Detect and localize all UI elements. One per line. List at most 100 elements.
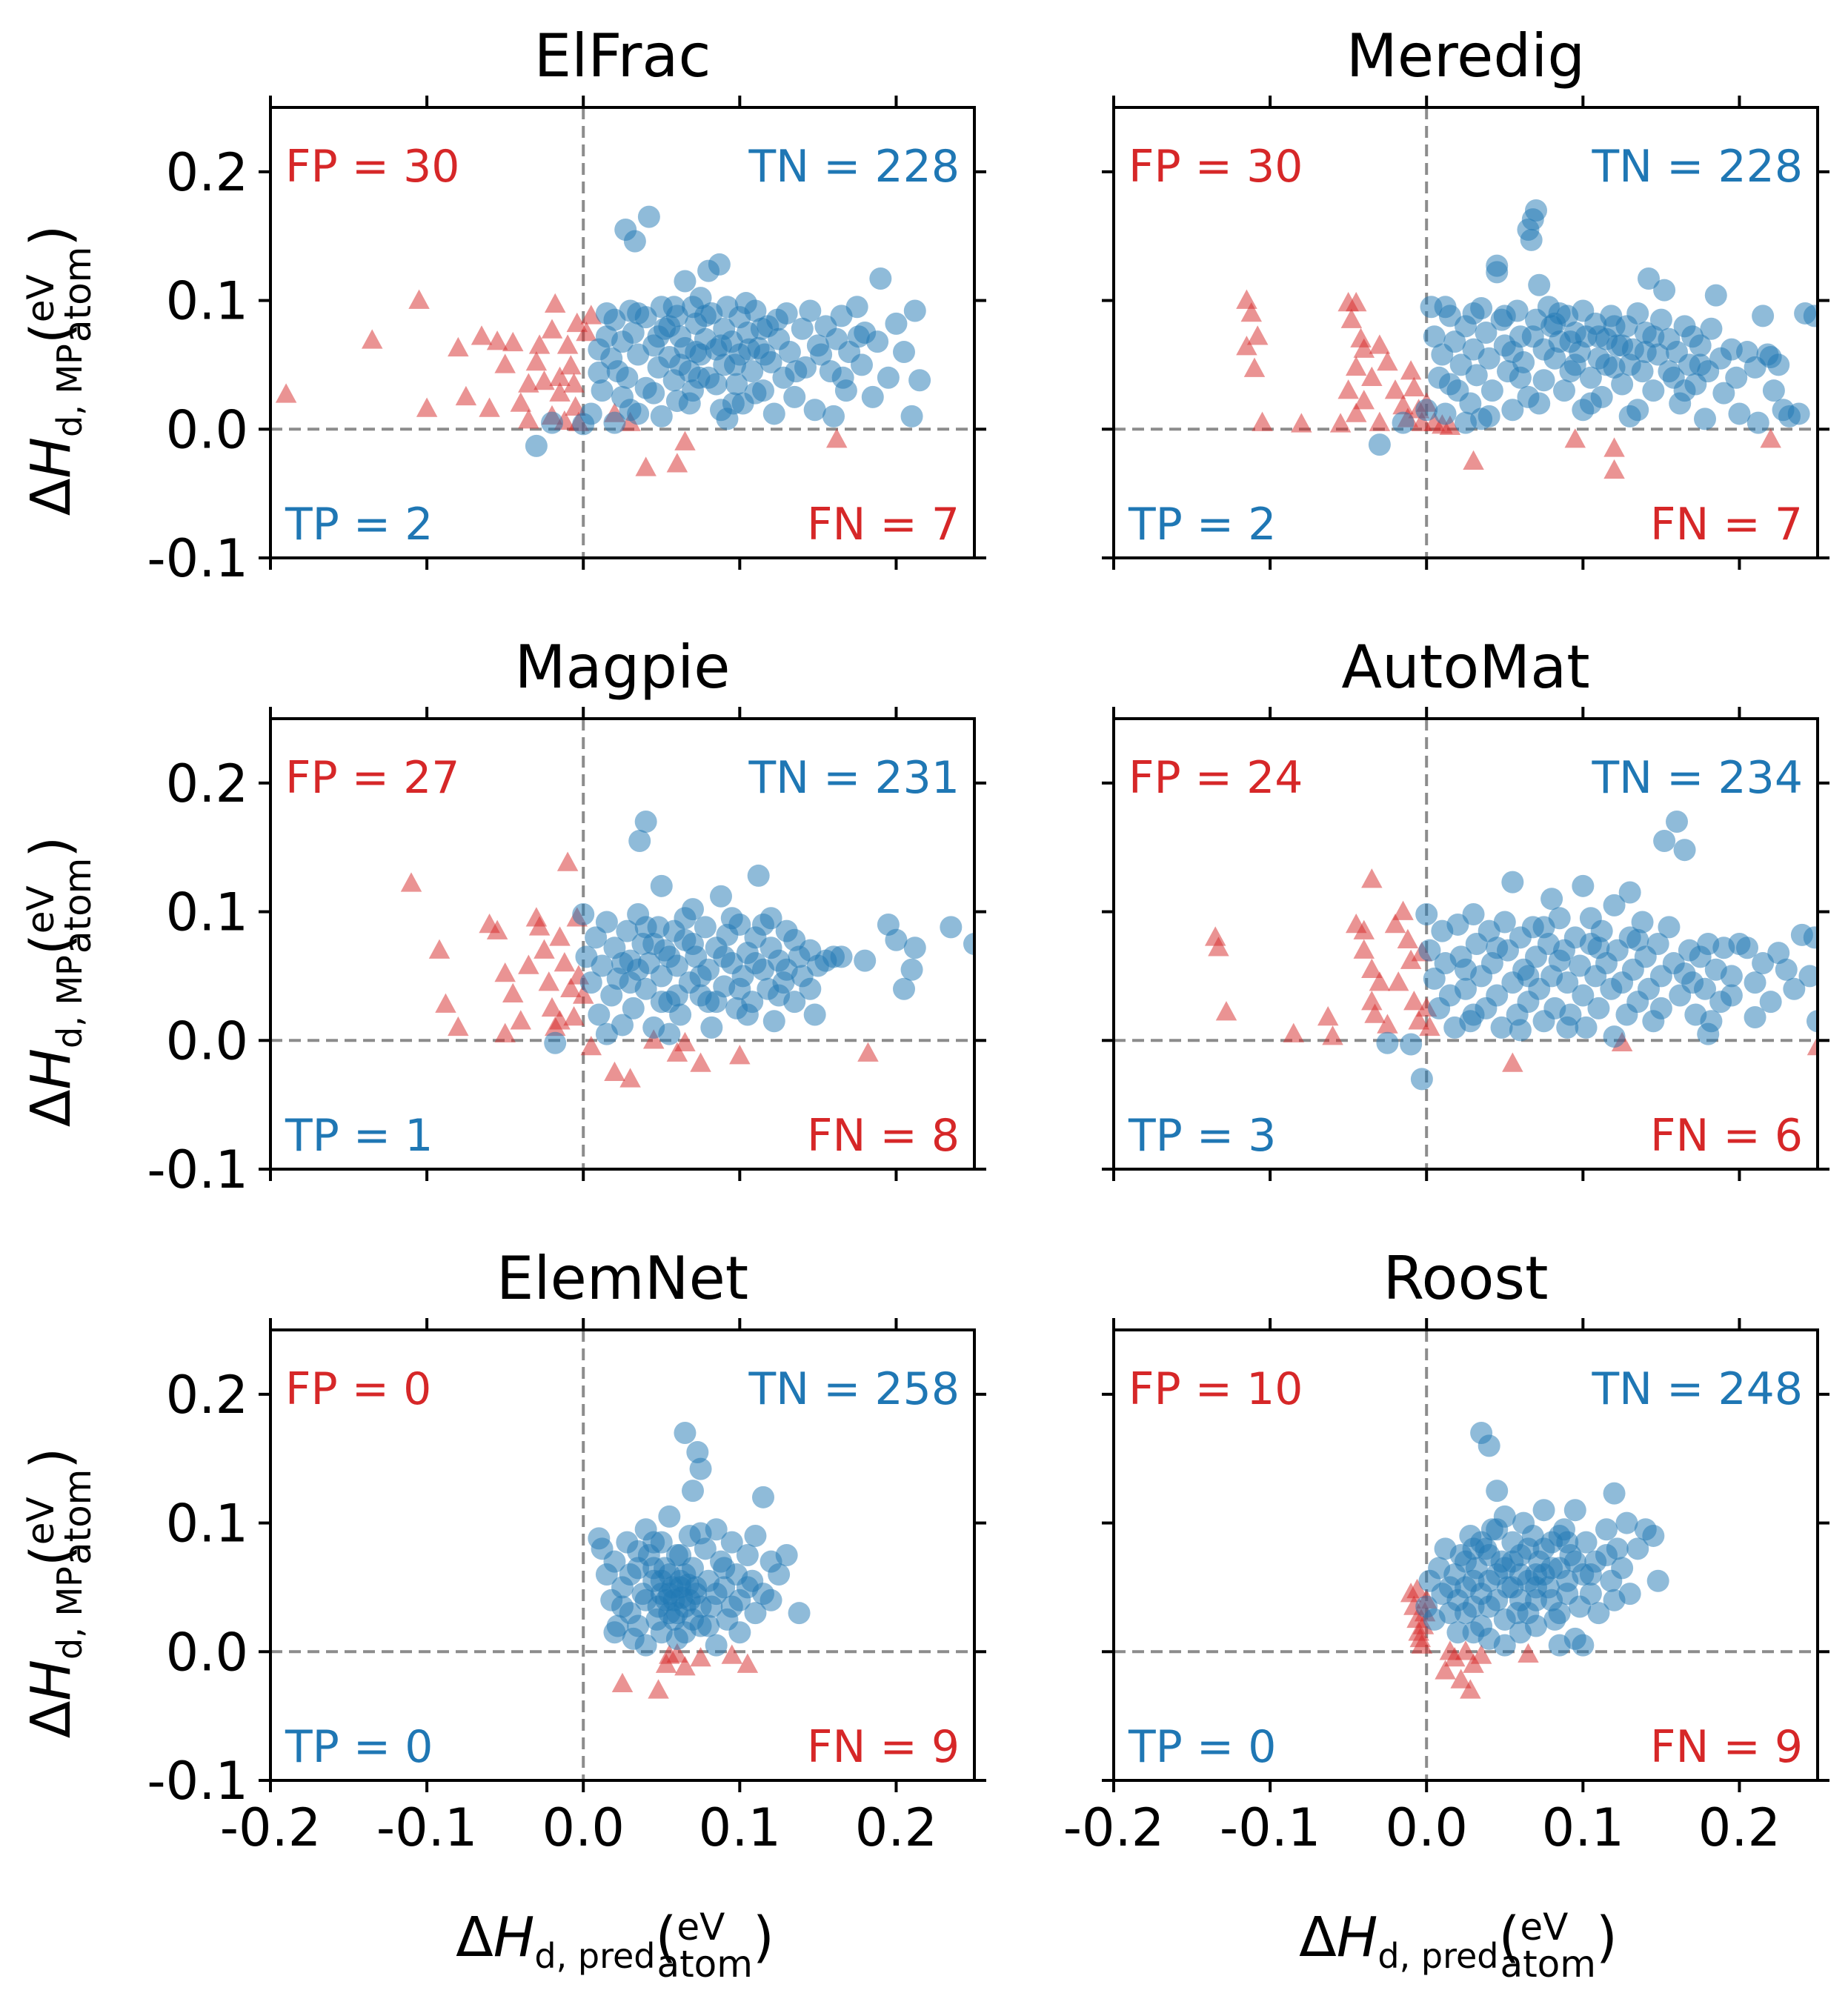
- data-point-circle: [903, 937, 926, 959]
- data-point-circle: [591, 379, 614, 402]
- data-point-triangle: [1329, 413, 1352, 433]
- data-point-circle: [760, 1589, 782, 1611]
- data-point-circle: [677, 1573, 699, 1596]
- count-tn: TN = 234: [1592, 752, 1803, 804]
- data-point-circle: [634, 1589, 657, 1611]
- data-point-circle: [642, 933, 665, 955]
- data-point-triangle: [1455, 1640, 1477, 1660]
- data-point-circle: [1603, 1482, 1626, 1505]
- data-point-circle: [1486, 1518, 1509, 1541]
- data-point-circle: [622, 997, 645, 1019]
- data-point-triangle: [1353, 338, 1375, 358]
- data-point-circle: [778, 341, 801, 364]
- data-point-circle: [1563, 1550, 1586, 1573]
- data-point-circle: [642, 1531, 665, 1554]
- data-point-circle: [1486, 1480, 1509, 1503]
- data-point-circle: [940, 916, 963, 939]
- data-point-triangle: [666, 1042, 688, 1062]
- triangle-series: [275, 289, 848, 476]
- data-point-circle: [900, 405, 923, 428]
- data-point-triangle: [857, 1042, 879, 1062]
- y-label-paren-close: ): [19, 836, 83, 858]
- data-marks: [1400, 1421, 1669, 1699]
- data-point-circle: [728, 1621, 751, 1644]
- data-point-circle: [893, 977, 915, 1000]
- data-point-triangle: [549, 366, 571, 387]
- data-point-circle: [866, 330, 889, 353]
- data-point-triangle: [576, 322, 597, 342]
- panels-container: ElFrac -0.1 0.0 0.1 0.2 FP = 30 TN = 228 TP = 2…: [147, 21, 1829, 1858]
- data-point-triangle: [580, 305, 602, 325]
- data-point-circle: [738, 338, 760, 361]
- data-point-triangle: [1439, 1640, 1461, 1660]
- data-point-circle: [1736, 937, 1758, 959]
- data-point-circle: [669, 1544, 692, 1566]
- y-tick-label: 0.2: [166, 1365, 248, 1426]
- data-point-circle: [634, 810, 657, 833]
- circle-series: [1415, 1421, 1669, 1657]
- data-point-circle: [705, 1634, 728, 1657]
- data-point-circle: [1418, 939, 1441, 962]
- data-point-circle: [616, 366, 639, 389]
- count-fn: FN = 8: [807, 1110, 960, 1162]
- data-point-circle: [1603, 1589, 1626, 1611]
- plot-frame: [269, 106, 976, 559]
- data-point-circle: [1720, 984, 1743, 1007]
- data-point-circle: [1478, 1434, 1500, 1457]
- data-point-circle: [642, 382, 665, 405]
- count-fp: FP = 30: [285, 141, 459, 193]
- y-tick-label: 0.1: [166, 1494, 248, 1554]
- data-point-circle: [1631, 911, 1654, 934]
- data-point-circle: [1653, 279, 1676, 302]
- data-point-circle: [1438, 373, 1461, 396]
- data-point-circle: [1410, 1068, 1433, 1091]
- data-point-triangle: [1345, 356, 1367, 376]
- data-point-circle: [791, 317, 814, 340]
- data-point-triangle: [674, 1656, 696, 1676]
- data-point-triangle: [1387, 971, 1409, 991]
- data-point-circle: [1478, 405, 1500, 428]
- data-point-circle: [760, 907, 782, 930]
- data-point-circle: [595, 1022, 618, 1045]
- data-point-circle: [861, 385, 884, 408]
- data-point-triangle: [554, 952, 576, 972]
- data-point-circle: [768, 1563, 791, 1586]
- data-point-triangle: [1463, 450, 1484, 470]
- data-point-circle: [1462, 1537, 1485, 1560]
- y-label-delta: Δ: [19, 1700, 83, 1738]
- data-point-circle: [1415, 903, 1438, 926]
- triangle-series: [611, 1643, 759, 1699]
- data-point-triangle: [494, 1022, 516, 1042]
- count-fn: FN = 7: [1650, 499, 1803, 550]
- x-label-sub: d, pred: [1377, 1936, 1498, 1976]
- y-label-paren-close: ): [19, 1448, 83, 1469]
- data-point-circle: [650, 965, 673, 988]
- data-point-circle: [1595, 1544, 1618, 1566]
- data-point-circle: [1762, 379, 1785, 402]
- data-point-triangle: [528, 916, 551, 936]
- data-point-triangle: [1403, 376, 1425, 396]
- data-point-circle: [1626, 928, 1649, 951]
- data-point-circle: [1559, 330, 1582, 353]
- data-point-triangle: [1208, 937, 1229, 957]
- data-point-circle: [1712, 382, 1735, 405]
- data-point-circle: [903, 299, 926, 322]
- data-point-triangle: [1419, 1016, 1440, 1037]
- data-point-triangle: [560, 977, 582, 998]
- data-point-circle: [1423, 325, 1446, 348]
- data-point-triangle: [455, 385, 477, 406]
- data-point-circle: [1455, 977, 1477, 1000]
- data-point-circle: [1603, 1025, 1626, 1048]
- data-point-circle: [1767, 353, 1790, 376]
- data-point-triangle: [479, 397, 500, 417]
- count-fp: FP = 10: [1129, 1363, 1303, 1415]
- plot-frame: [269, 717, 976, 1171]
- y-axis-label-row-3: ΔHd, MP(eVatom): [19, 1448, 99, 1739]
- data-point-circle: [734, 292, 757, 315]
- data-point-circle: [1626, 302, 1649, 325]
- data-point-triangle: [549, 926, 571, 946]
- data-point-triangle: [1361, 958, 1383, 978]
- data-point-triangle: [428, 939, 451, 959]
- data-point-circle: [1532, 369, 1555, 392]
- circle-series: [525, 205, 931, 457]
